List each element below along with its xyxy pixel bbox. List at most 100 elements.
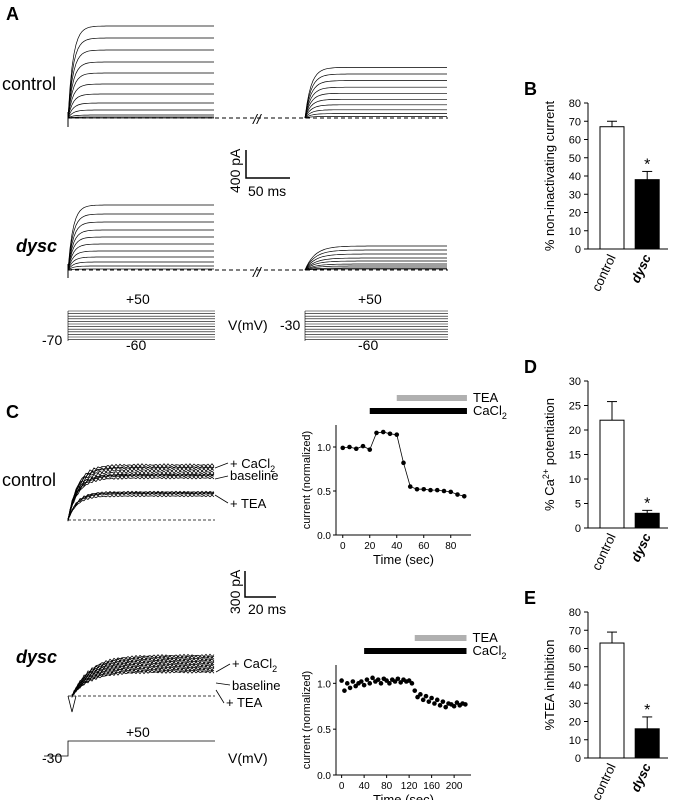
panel-e-bar-chart: E 0 10 20 30 40 50 60 70 80 control * dysc %TEA inhib… xyxy=(524,588,668,800)
data-point xyxy=(420,697,426,703)
treatment-label-cacl: CaCl2 xyxy=(473,403,507,421)
panel-a-row-label-control: control xyxy=(2,74,56,94)
control-trace-right xyxy=(304,116,447,119)
control-trace-left xyxy=(67,83,214,119)
y-tick-label: 50 xyxy=(569,153,581,165)
control-trace-right xyxy=(304,109,447,119)
panel-a-row-label-dysc: dysc xyxy=(16,236,57,256)
dysc-trace-left xyxy=(67,261,214,271)
data-point xyxy=(340,445,346,451)
y-axis-label: current (normalized) xyxy=(301,431,313,529)
x-tick-label: 200 xyxy=(446,781,463,792)
treatment-bar-tea xyxy=(414,635,467,641)
dysc-trace-left xyxy=(67,268,214,271)
label-cacl: + CaCl xyxy=(230,456,270,471)
data-point xyxy=(353,683,358,689)
dysc-trace-left xyxy=(67,213,214,271)
control-trace-cacl xyxy=(67,468,215,520)
y-tick-label: 20 xyxy=(569,425,581,437)
y-tick-label: 0.5 xyxy=(317,487,331,498)
control-trace-cacl xyxy=(67,465,215,521)
data-point xyxy=(412,688,418,693)
data-point xyxy=(394,432,400,437)
dysc-trace-right xyxy=(304,260,447,271)
dysc-trace xyxy=(71,661,215,698)
y-tick-label: 10 xyxy=(569,474,581,486)
dysc-trace-right xyxy=(304,253,447,271)
dysc-trace-left xyxy=(67,250,214,271)
y-tick-label: 1.0 xyxy=(317,443,331,454)
panel-c-control-trace-labels: + CaCl2 baseline + TEA xyxy=(214,456,278,511)
category-label-dysc: dysc xyxy=(628,251,654,285)
control-trace-right xyxy=(304,86,447,119)
control-trace-tea xyxy=(67,491,215,521)
dysc-trace-right xyxy=(304,245,447,271)
data-point xyxy=(367,447,373,452)
dysc-trace-right xyxy=(304,257,447,271)
panel-letter: B xyxy=(524,79,537,99)
treatment-label-text: CaCl xyxy=(473,643,502,658)
y-tick-label: 0.0 xyxy=(317,531,331,542)
data-point xyxy=(406,678,412,683)
x-tick-label: 0 xyxy=(340,541,346,552)
x-tick-label: 160 xyxy=(423,781,440,792)
data-point xyxy=(407,484,413,489)
control-trace-right xyxy=(304,113,447,119)
data-point xyxy=(339,678,344,683)
treatment-bar-cacl xyxy=(364,648,467,654)
bar-control xyxy=(599,419,625,529)
data-point xyxy=(347,444,352,450)
data-point xyxy=(347,685,353,691)
treatment-bar-cacl xyxy=(369,408,467,414)
data-point xyxy=(342,688,347,693)
dysc-trace xyxy=(71,653,215,697)
panel-c-control-time-course: 0.0 0.5 1.0 0 20 40 60 80 Time (sec) current (nor… xyxy=(301,390,507,567)
control-trace-tea xyxy=(67,494,215,520)
data-point xyxy=(398,680,403,685)
y-tick-label: 1.0 xyxy=(317,679,331,690)
y-tick-label: 25 xyxy=(569,401,581,413)
data-point xyxy=(359,679,364,684)
data-point xyxy=(454,700,460,705)
data-point xyxy=(375,677,381,682)
data-point xyxy=(421,486,427,492)
panel-c-voltage-protocol: -30 +50 V(mV) xyxy=(42,724,268,766)
category-label-control: control xyxy=(589,761,619,800)
protocol-2-bottom: -60 xyxy=(358,337,378,353)
panel-c-row-label-control: control xyxy=(2,470,56,490)
bar-dysc xyxy=(634,728,660,759)
y-tick-label: 0.5 xyxy=(317,725,331,736)
x-axis-label: Time (sec) xyxy=(373,552,434,567)
data-point xyxy=(367,681,373,686)
data-point xyxy=(378,681,384,686)
dysc-trace xyxy=(71,665,215,696)
panel-a-break-marks: // // xyxy=(252,111,263,280)
data-point xyxy=(455,492,460,497)
control-trace-left xyxy=(67,37,214,119)
treatment-label-tea: TEA xyxy=(473,630,499,645)
break-mark-bottom: // xyxy=(252,264,263,280)
label-tea: + TEA xyxy=(230,496,267,511)
data-point xyxy=(392,679,398,684)
control-trace-left xyxy=(67,109,214,119)
protocol-1-hold: -70 xyxy=(42,332,62,348)
label-cacl: + CaCl xyxy=(232,656,272,671)
y-tick-label: 50 xyxy=(569,662,581,674)
panel-b-bar-chart: B 0 10 20 30 40 50 60 70 80 control * dysc % non-inac… xyxy=(524,79,668,294)
x-tick-label: 120 xyxy=(401,781,418,792)
svg-text:+ CaCl2: + CaCl2 xyxy=(232,656,277,674)
data-point xyxy=(428,487,433,493)
y-axis-label: current (normalized) xyxy=(301,671,313,769)
panel-c-dysc-trace-labels: + CaCl2 baseline + TEA xyxy=(215,656,280,710)
svg-text:+ CaCl2: + CaCl2 xyxy=(230,456,275,474)
treatment-label-sub: 2 xyxy=(502,411,507,421)
dysc-trace-left xyxy=(67,256,214,271)
protocol-top: +50 xyxy=(126,724,150,740)
data-point xyxy=(423,693,429,699)
label-cacl-sub: 2 xyxy=(270,464,275,474)
data-point xyxy=(401,460,406,466)
y-tick-label: 5 xyxy=(575,499,581,511)
panel-a-current-traces xyxy=(67,25,448,278)
treatment-label-cacl: CaCl2 xyxy=(473,643,507,661)
